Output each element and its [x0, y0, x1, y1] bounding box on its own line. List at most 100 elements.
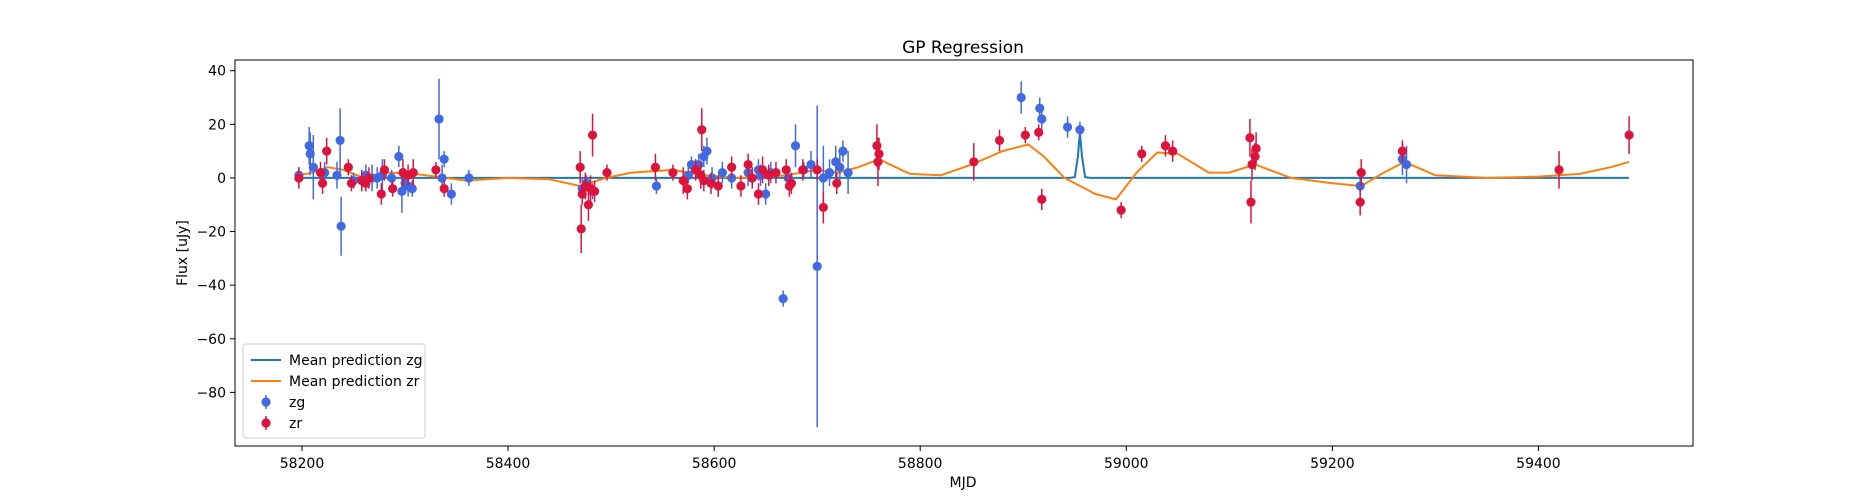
- point-zg: [806, 159, 816, 170]
- point-zg: [1075, 125, 1085, 135]
- point-zr: [1356, 167, 1366, 178]
- point-zg: [1037, 114, 1047, 124]
- x-tick-label: 58400: [486, 456, 531, 472]
- series-zr: [294, 108, 1634, 253]
- point-zg: [304, 141, 314, 151]
- point-zr: [969, 157, 979, 167]
- point-zg: [335, 135, 345, 146]
- point-zr: [668, 167, 678, 178]
- point-zr: [713, 181, 723, 191]
- x-tick-label: 59000: [1104, 456, 1149, 472]
- point-zr: [346, 178, 357, 188]
- point-zg: [1062, 122, 1073, 132]
- point-zr: [699, 176, 709, 186]
- legend-item: zr: [261, 416, 302, 432]
- point-zr: [1037, 194, 1047, 204]
- point-zr: [757, 165, 768, 175]
- legend-label: Mean prediction zr: [289, 374, 420, 390]
- y-axis-ticks: 40 20 0 −20 −40 −60 −80: [196, 64, 235, 401]
- x-tick-label: 58800: [898, 456, 943, 472]
- point-zr: [1554, 165, 1564, 175]
- point-zg: [1016, 92, 1026, 103]
- point-zr: [294, 173, 304, 183]
- legend-box: [242, 343, 426, 439]
- point-zg: [446, 189, 456, 199]
- point-zr: [1160, 141, 1171, 151]
- point-zr: [1034, 127, 1044, 137]
- point-zr: [812, 165, 822, 175]
- point-zr: [832, 178, 842, 188]
- point-zr: [583, 200, 594, 210]
- point-zg: [818, 173, 828, 183]
- point-zg: [1035, 103, 1045, 113]
- point-zr: [874, 149, 884, 159]
- errorbar-points: [294, 78, 1634, 428]
- point-zr: [315, 167, 326, 178]
- point-zr: [322, 146, 332, 156]
- point-zr: [1137, 149, 1147, 159]
- point-zg: [434, 114, 444, 124]
- legend-label: zr: [289, 416, 302, 432]
- point-zg: [812, 261, 822, 272]
- point-zg: [717, 167, 727, 178]
- point-zr: [376, 189, 386, 199]
- plot-area: [234, 59, 1694, 447]
- point-zr: [1250, 151, 1260, 162]
- point-zr: [388, 184, 398, 194]
- point-zg: [761, 189, 771, 199]
- y-tick-label: 40: [208, 64, 226, 80]
- point-zg: [394, 151, 404, 162]
- point-zg: [397, 186, 407, 196]
- point-zr: [1247, 159, 1257, 170]
- point-zg: [464, 173, 474, 183]
- legend: Mean prediction zg Mean prediction zr zg zr: [242, 343, 426, 439]
- point-zg: [387, 173, 397, 183]
- point-zr: [1397, 146, 1408, 156]
- point-zr: [439, 184, 449, 194]
- point-zr: [1355, 197, 1365, 207]
- point-zg: [838, 146, 848, 156]
- point-zr: [577, 189, 587, 199]
- point-zr: [587, 130, 598, 140]
- legend-marker-swatch: [261, 397, 271, 407]
- point-zr: [1251, 143, 1261, 154]
- point-zr: [697, 125, 707, 135]
- point-zg: [824, 167, 835, 178]
- y-tick-label: −80: [196, 385, 226, 401]
- point-zr: [576, 224, 586, 234]
- point-zg: [1401, 159, 1412, 170]
- y-tick-label: −40: [196, 278, 226, 294]
- point-zr: [575, 162, 585, 172]
- point-zg: [702, 146, 712, 156]
- point-zr: [994, 135, 1005, 146]
- point-zr: [747, 173, 757, 183]
- legend-label: zg: [289, 395, 305, 411]
- point-zr: [317, 178, 328, 188]
- point-zr: [379, 165, 390, 175]
- point-zg: [843, 167, 853, 178]
- x-tick-label: 58600: [692, 456, 737, 472]
- point-zg: [336, 221, 346, 231]
- y-tick-label: 0: [217, 171, 226, 187]
- point-zr: [1168, 146, 1178, 156]
- point-zr: [736, 181, 746, 191]
- point-zr: [590, 186, 600, 196]
- point-zg: [835, 162, 845, 172]
- point-zg: [651, 181, 662, 191]
- point-zg: [437, 173, 447, 183]
- y-tick-label: 20: [208, 117, 226, 133]
- point-zr: [873, 157, 883, 167]
- point-zr: [650, 162, 660, 172]
- x-tick-label: 59200: [1310, 456, 1355, 472]
- point-zr: [364, 173, 374, 183]
- legend-item: zg: [261, 395, 305, 411]
- point-zr: [408, 167, 418, 178]
- point-zr: [678, 176, 688, 186]
- point-zr: [343, 162, 353, 172]
- point-zr: [1245, 133, 1255, 143]
- point-zg: [407, 184, 417, 194]
- point-zr: [753, 189, 764, 199]
- x-tick-label: 58200: [280, 456, 325, 472]
- point-zg: [1355, 181, 1365, 191]
- chart-title: GP Regression: [902, 38, 1024, 58]
